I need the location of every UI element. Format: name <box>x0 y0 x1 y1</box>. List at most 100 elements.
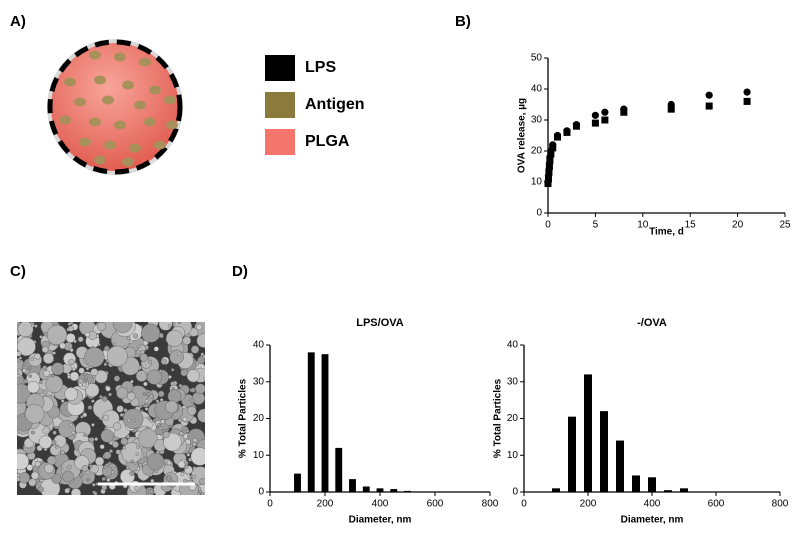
y-tick-label: 30 <box>507 376 519 387</box>
sem-particle <box>203 492 205 495</box>
sem-particle <box>18 472 31 484</box>
sem-particle <box>26 464 34 471</box>
sem-particle <box>17 322 34 338</box>
sem-particle <box>42 352 54 364</box>
sem-particle <box>192 442 197 447</box>
point <box>549 144 557 152</box>
sem-particle <box>60 450 65 455</box>
sem-particle <box>41 346 49 353</box>
x-tick-label: 0 <box>545 220 551 231</box>
antigen-dot <box>64 77 76 87</box>
sem-particle <box>101 396 108 402</box>
y-tick-label: 40 <box>531 84 543 95</box>
sem-particle <box>134 486 140 492</box>
sem-particle <box>60 399 65 403</box>
sem-particle <box>192 391 205 405</box>
sem-particle <box>103 465 108 469</box>
sem-particle <box>142 392 147 396</box>
sem-particle <box>30 430 35 435</box>
sem-particle <box>153 346 159 352</box>
sem-particle <box>123 345 127 349</box>
sem-particle <box>38 435 53 449</box>
sem-particle <box>68 358 75 365</box>
sem-particle <box>23 438 34 449</box>
sem-particle <box>86 477 90 482</box>
legend-label: PLGA <box>305 133 350 150</box>
x-tick-label: 600 <box>708 499 725 510</box>
sem-particle <box>177 351 181 356</box>
bar <box>335 447 343 492</box>
sem-particle <box>67 375 71 379</box>
sem-particle <box>91 423 95 427</box>
antigen-dot <box>114 52 126 62</box>
sem-particle <box>168 375 172 379</box>
point <box>572 122 580 130</box>
sem-particle <box>197 408 205 423</box>
antigen-dot <box>134 100 146 110</box>
point <box>547 150 555 158</box>
antigen-dot <box>144 117 156 127</box>
sem-particle <box>162 431 170 439</box>
sem-particle <box>39 335 43 339</box>
sem-particle <box>17 350 22 357</box>
x-tick-label: 20 <box>732 220 744 231</box>
sem-particle <box>104 345 110 352</box>
sem-particle <box>52 430 57 435</box>
bar <box>552 488 560 492</box>
x-tick-label: 400 <box>644 499 661 510</box>
sem-particle <box>123 408 144 429</box>
sem-particle <box>180 472 185 477</box>
panel-label: A) <box>10 13 26 30</box>
sem-particle <box>89 437 95 443</box>
y-axis-label: % Total Particles <box>238 378 249 458</box>
sem-particle <box>169 349 184 365</box>
bar <box>680 488 688 492</box>
y-tick-label: 50 <box>531 53 543 64</box>
sem-particle <box>126 466 130 470</box>
sem-particle <box>69 371 80 382</box>
sem-particle <box>78 378 83 383</box>
sem-particle <box>44 463 54 474</box>
y-tick-label: 30 <box>531 115 543 126</box>
sem-particle <box>30 471 39 480</box>
sem-particle <box>58 420 76 438</box>
sem-particle <box>119 413 124 417</box>
sem-particle <box>92 374 96 379</box>
sem-particle <box>182 416 188 422</box>
legend-swatch <box>265 129 295 155</box>
sem-particle <box>170 381 175 386</box>
sem-particle <box>38 486 44 493</box>
sem-particle <box>148 359 152 364</box>
sem-particle <box>122 445 127 450</box>
point <box>743 97 751 105</box>
sem-particle <box>79 472 84 477</box>
point <box>563 128 571 136</box>
sem-particle <box>190 345 200 354</box>
sem-particle <box>52 351 56 355</box>
antigen-dot <box>164 95 176 105</box>
sem-particle <box>116 387 129 400</box>
sem-particle <box>190 387 196 393</box>
sem-particle <box>158 322 173 331</box>
sem-particle <box>146 369 163 385</box>
sem-particle <box>71 488 81 495</box>
sem-particle <box>120 437 129 446</box>
sem-particle <box>94 437 99 441</box>
legend-swatch <box>265 55 295 81</box>
sem-particle <box>158 390 165 398</box>
sem-particle <box>84 347 105 368</box>
sem-particle <box>17 452 29 470</box>
y-tick-label: 0 <box>258 487 264 498</box>
bar <box>294 473 301 492</box>
legend-label: Antigen <box>305 96 365 113</box>
sem-particle <box>177 322 182 325</box>
sem-particle <box>18 356 23 360</box>
antigen-dot <box>129 143 141 153</box>
sem-particle <box>203 376 205 380</box>
sem-particle <box>85 367 90 371</box>
sem-particle <box>80 414 84 419</box>
sem-image <box>17 322 205 495</box>
antigen-dot <box>89 50 101 60</box>
bar <box>568 416 576 492</box>
